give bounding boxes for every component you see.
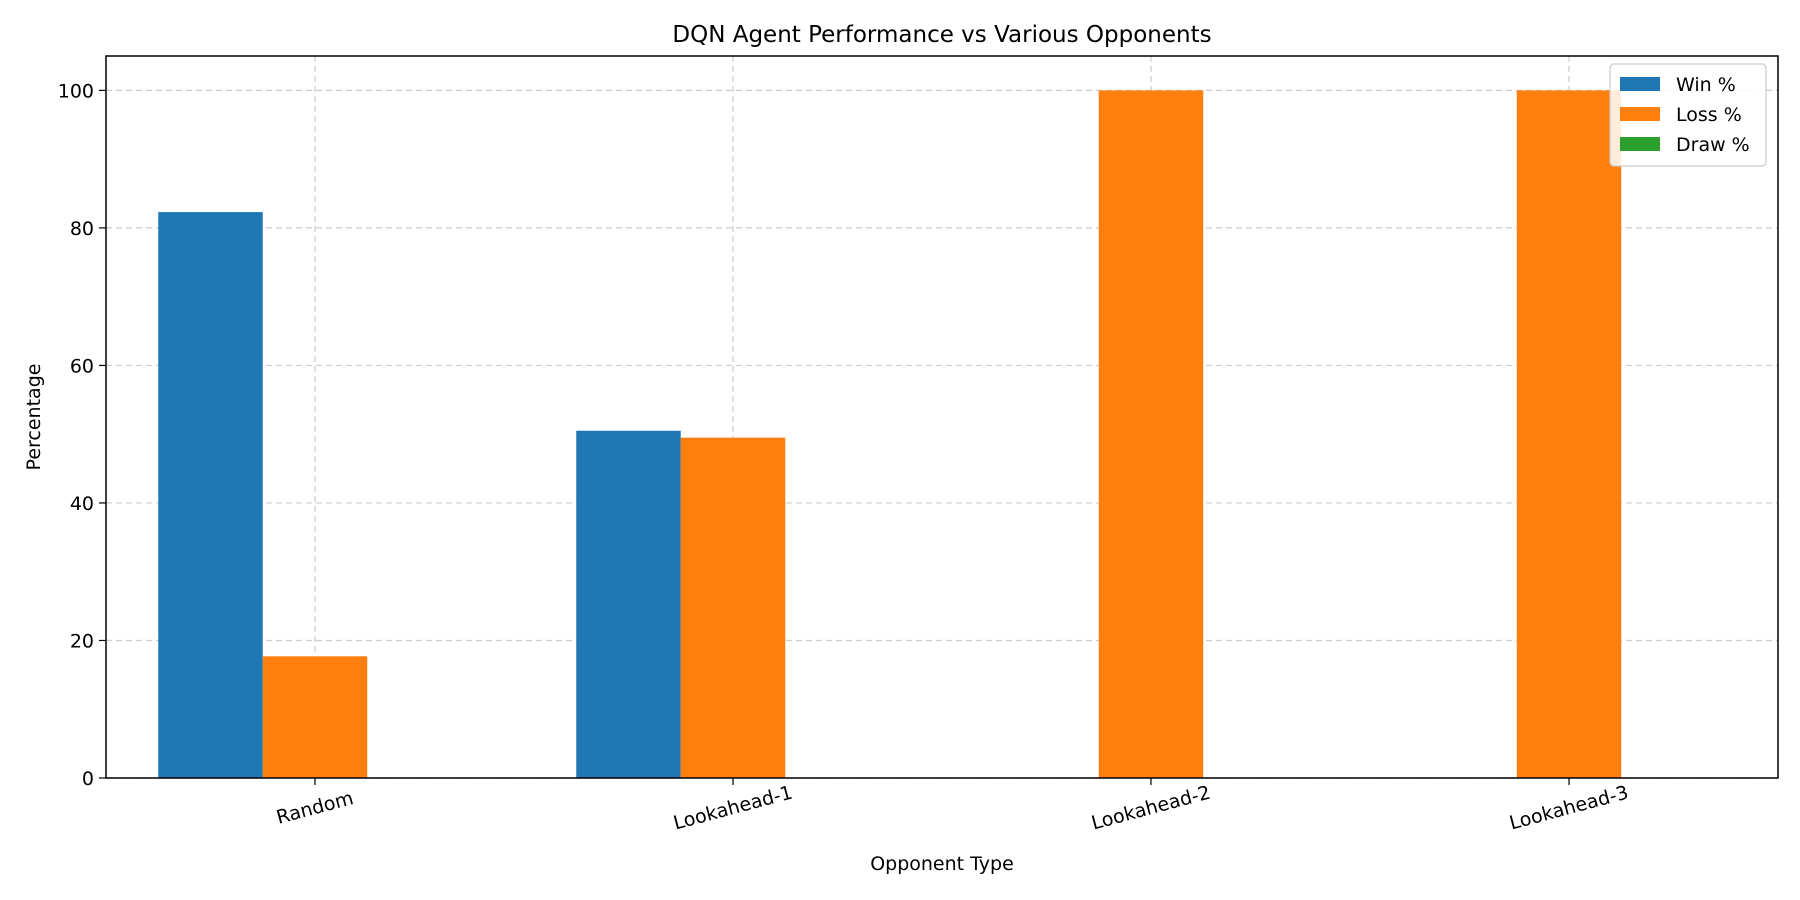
bar-win-lookahead-1: [576, 430, 681, 778]
legend-swatch: [1620, 137, 1660, 151]
y-axis-title: Percentage: [23, 364, 45, 471]
bars: [158, 90, 1622, 778]
legend-swatch: [1620, 77, 1660, 91]
legend-label: Draw %: [1676, 134, 1750, 156]
y-tick-label: 40: [70, 493, 94, 515]
legend-swatch: [1620, 107, 1660, 121]
legend-label: Loss %: [1676, 104, 1742, 126]
legend-label: Win %: [1676, 74, 1736, 96]
y-tick-label: 60: [70, 355, 94, 377]
y-tick-label: 80: [70, 218, 94, 240]
bar-loss-lookahead-3: [1516, 90, 1622, 778]
y-axis-ticks: 0 20 40 60 80 100: [58, 80, 106, 790]
y-tick-label: 100: [58, 80, 94, 102]
chart-title: DQN Agent Performance vs Various Opponen…: [672, 22, 1211, 48]
bar-loss-lookahead-1: [680, 437, 786, 778]
x-axis-title: Opponent Type: [870, 853, 1014, 875]
bar-loss-random: [262, 656, 368, 778]
plot-frame: [105, 55, 1779, 779]
y-tick-label: 0: [82, 768, 94, 790]
legend: Win % Loss % Draw %: [1609, 63, 1767, 167]
bar-win-random: [158, 212, 263, 778]
bar-loss-lookahead-2: [1098, 90, 1204, 778]
y-tick-label: 20: [70, 630, 94, 652]
